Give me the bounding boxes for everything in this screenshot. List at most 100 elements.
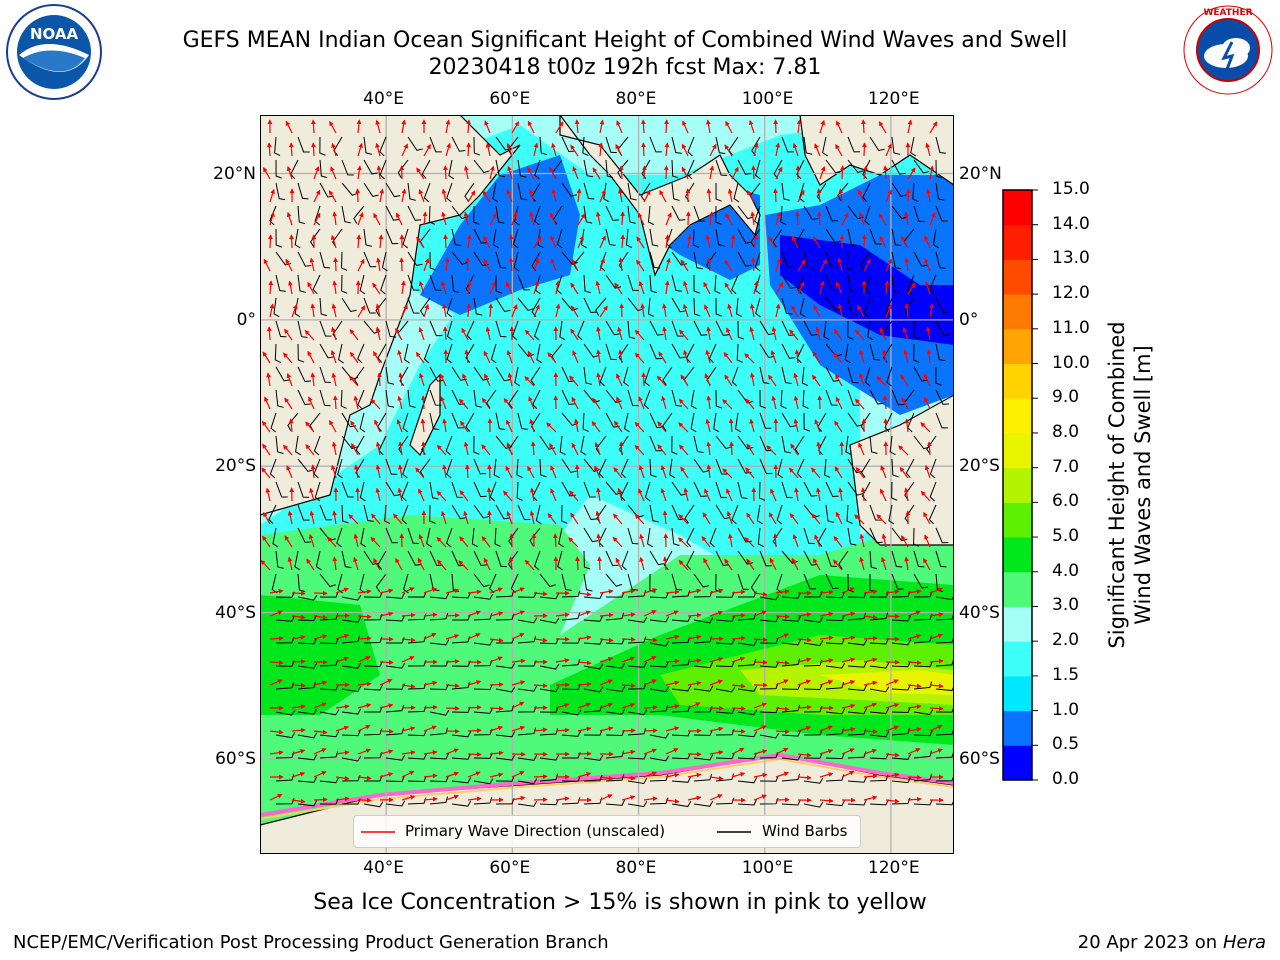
wind-barb [507, 136, 519, 156]
colorbar-segment [1003, 432, 1032, 469]
wind-barb [737, 159, 752, 175]
wind-barb [649, 412, 663, 429]
wave-direction-arrow [658, 351, 667, 364]
wave-direction-arrow [876, 514, 887, 525]
footer-host: Hera [1222, 932, 1266, 953]
wave-direction-arrow [929, 706, 944, 711]
wind-barb [913, 661, 933, 668]
wave-direction-arrow [423, 587, 437, 594]
wave-direction-arrow [508, 257, 514, 272]
wind-barb [759, 637, 779, 644]
wave-direction-arrow [793, 418, 799, 433]
wind-barb [275, 366, 291, 382]
wave-direction-arrow [436, 536, 447, 548]
wind-barb [649, 136, 662, 153]
wave-direction-arrow [375, 119, 381, 134]
wind-barb [539, 663, 560, 670]
wind-barb [419, 458, 431, 478]
wave-direction-arrow [397, 395, 403, 410]
wave-direction-arrow [397, 487, 403, 502]
wave-direction-arrow [416, 236, 425, 249]
wind-barb [671, 297, 687, 313]
wave-direction-arrow [377, 372, 382, 387]
wave-direction-arrow [617, 326, 623, 341]
wave-direction-arrow [638, 464, 645, 479]
wave-direction-arrow [528, 396, 535, 410]
wave-direction-arrow [533, 591, 548, 597]
wind-barb [929, 458, 937, 479]
wind-barb [825, 681, 845, 690]
wave-direction-arrow [662, 556, 668, 571]
wave-direction-arrow [797, 612, 812, 617]
wave-direction-arrow [524, 329, 535, 341]
wind-barb [715, 228, 725, 247]
colorbar-segment [1003, 641, 1032, 677]
wave-direction-arrow [313, 680, 328, 686]
wave-direction-arrow [656, 375, 667, 387]
wave-direction-arrow [636, 259, 645, 272]
wind-barb [451, 481, 464, 499]
wave-direction-arrow [657, 421, 667, 433]
wind-barb [913, 366, 928, 382]
wind-barb [913, 635, 933, 644]
wind-barb [759, 594, 780, 601]
wind-barb [517, 297, 534, 312]
wind-barb [451, 228, 462, 247]
wave-direction-arrow [863, 614, 878, 620]
wave-direction-arrow [643, 610, 657, 617]
wind-barb [363, 591, 383, 598]
wave-direction-arrow [885, 304, 892, 318]
wave-direction-arrow [618, 441, 624, 456]
wind-barb [621, 550, 629, 571]
wave-direction-arrow [775, 633, 789, 640]
wave-direction-arrow [332, 280, 338, 295]
wind-barb [737, 435, 754, 450]
wind-barb [517, 617, 538, 624]
wave-direction-arrow [357, 142, 363, 157]
wave-direction-arrow [529, 418, 535, 433]
wave-direction-arrow [264, 396, 271, 410]
wave-direction-arrow [332, 510, 337, 525]
wave-direction-arrow [489, 682, 504, 688]
wave-direction-arrow [371, 513, 381, 525]
wind-barb [825, 573, 839, 590]
wind-barb [693, 320, 708, 336]
wave-direction-arrow [262, 443, 271, 456]
wind-barb [649, 661, 669, 668]
wind-barb [297, 527, 312, 543]
wave-direction-arrow [641, 142, 646, 157]
wave-direction-arrow [524, 376, 535, 387]
wind-barb [583, 343, 600, 358]
wind-barb [314, 481, 321, 502]
wave-direction-arrow [665, 680, 680, 686]
wind-barb [759, 550, 773, 567]
vector-layer [260, 119, 954, 808]
wind-barb [297, 458, 314, 473]
wind-barb [319, 251, 331, 269]
wind-barb [935, 136, 946, 154]
wind-barb [402, 458, 409, 479]
wave-direction-arrow [269, 660, 284, 666]
wind-barb [888, 504, 895, 525]
wind-barb [451, 614, 471, 621]
wave-direction-arrow [924, 464, 931, 479]
wind-barb [363, 684, 383, 691]
wave-direction-arrow [724, 374, 733, 387]
wave-direction-arrow [634, 513, 645, 525]
wave-direction-arrow [483, 557, 491, 571]
colorbar-segment [1003, 710, 1032, 746]
wave-direction-arrow [287, 556, 293, 571]
wind-barb [891, 661, 911, 668]
wave-direction-arrow [620, 234, 626, 249]
wind-barb [429, 412, 440, 431]
wave-direction-arrow [929, 212, 936, 226]
wave-direction-arrow [797, 679, 811, 686]
wind-barb [429, 550, 443, 566]
wind-barb [758, 481, 766, 501]
wind-barb [561, 658, 581, 667]
wind-barb [649, 274, 657, 294]
wave-direction-arrow [263, 512, 271, 525]
wind-barb [803, 251, 814, 269]
wind-barb [867, 320, 874, 341]
wind-barb [803, 320, 818, 336]
